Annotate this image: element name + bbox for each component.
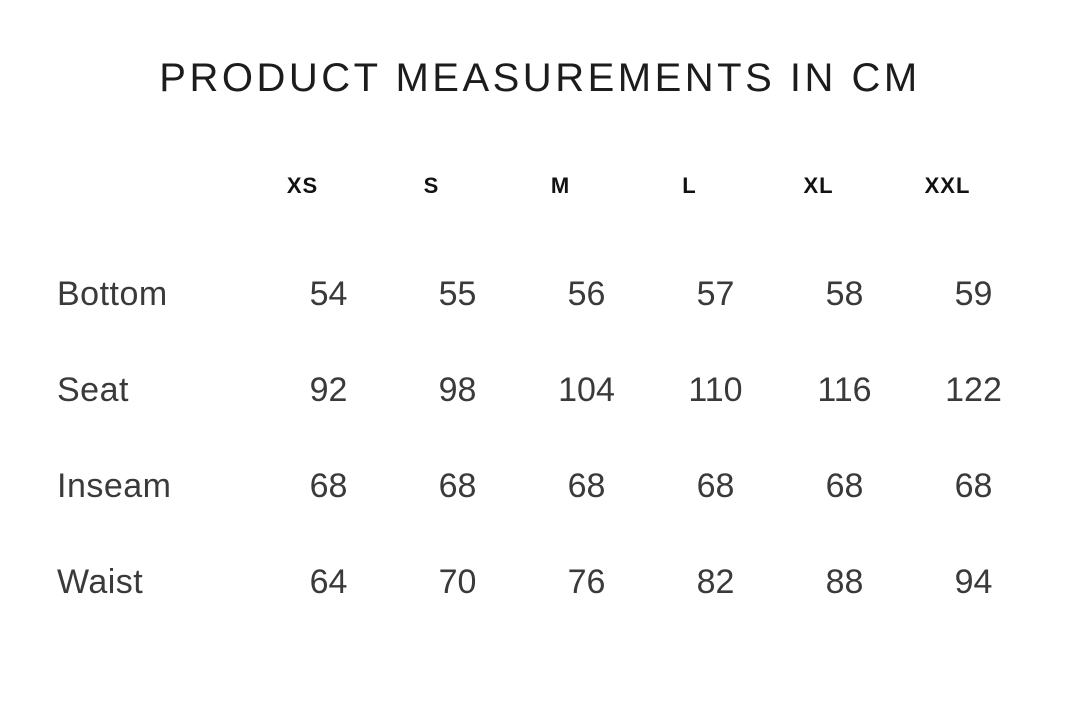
measurement-value: 70 <box>438 562 477 601</box>
row-label: Inseam <box>57 466 172 505</box>
measurement-value: 68 <box>696 466 735 505</box>
measurement-value: 68 <box>309 466 348 505</box>
measurement-value: 82 <box>696 562 735 601</box>
table-row-inseam: Inseam 68 68 68 68 68 68 <box>44 438 1038 534</box>
measurement-value: 104 <box>558 370 615 409</box>
table-row-bottom: Bottom 54 55 56 57 58 59 <box>44 246 1038 342</box>
size-header-m: M <box>522 173 651 199</box>
size-header-label: M <box>550 173 571 198</box>
measurement-value: 68 <box>438 466 477 505</box>
measurement-value: 68 <box>954 466 993 505</box>
size-header-s: S <box>393 173 522 199</box>
size-header-label: S <box>423 173 440 198</box>
row-label: Seat <box>57 370 129 409</box>
size-header-xs: XS <box>264 173 393 199</box>
size-header-label: XL <box>803 173 834 198</box>
table-row-waist: Waist 64 70 76 82 88 94 <box>44 534 1038 630</box>
measurement-value: 64 <box>309 562 348 601</box>
size-header-label: L <box>682 173 697 198</box>
measurement-value: 68 <box>567 466 606 505</box>
table-row-seat: Seat 92 98 104 110 116 122 <box>44 342 1038 438</box>
measurement-value: 116 <box>817 370 872 409</box>
size-header-xl: XL <box>780 173 909 199</box>
measurement-value: 54 <box>309 274 348 313</box>
row-label: Waist <box>57 562 144 601</box>
measurement-value: 58 <box>825 274 864 313</box>
size-header-l: L <box>651 173 780 199</box>
measurement-rows: Bottom 54 55 56 57 58 59 Seat 92 98 104 … <box>0 246 1080 630</box>
page-title: PRODUCT MEASUREMENTS IN CM <box>159 56 921 100</box>
size-header-xxl: XXL <box>909 173 1038 199</box>
measurement-value: 59 <box>954 274 993 313</box>
measurement-value: 88 <box>825 562 864 601</box>
measurement-value: 68 <box>825 466 864 505</box>
measurement-value: 110 <box>688 370 743 409</box>
measurement-value: 92 <box>309 370 348 409</box>
size-chart-page: PRODUCT MEASUREMENTS IN CM XS S M L XL X… <box>0 58 1080 705</box>
size-header-row: XS S M L XL XXL <box>44 166 1038 206</box>
row-label: Bottom <box>57 274 168 313</box>
measurement-value: 55 <box>438 274 477 313</box>
measurement-value: 56 <box>567 274 606 313</box>
measurement-value: 76 <box>567 562 606 601</box>
size-header-label: XS <box>286 173 319 198</box>
measurement-value: 94 <box>954 562 993 601</box>
size-header-label: XXL <box>924 173 971 198</box>
measurement-value: 57 <box>696 274 735 313</box>
measurement-value: 98 <box>438 370 477 409</box>
measurement-value: 122 <box>945 370 1002 409</box>
